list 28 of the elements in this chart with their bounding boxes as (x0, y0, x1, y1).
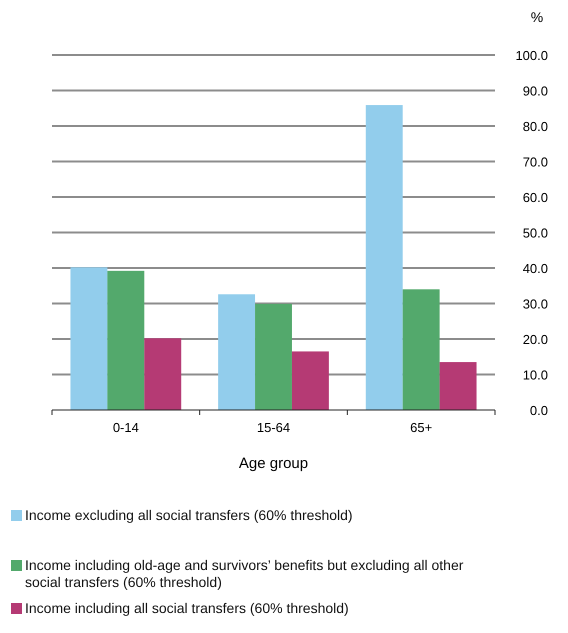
y-tick-label: 0.0 (530, 403, 548, 418)
bar (255, 304, 292, 410)
y-tick-label: 100.0 (515, 48, 548, 63)
bar (366, 105, 403, 410)
legend-label: Income including old-age and survivors’ benefits but excluding all other social transfers (60% threshold) (25, 557, 464, 590)
y-tick-label: 20.0 (522, 332, 548, 347)
bar (70, 267, 108, 410)
legend-label: Income excluding all social transfers (60% threshold) (25, 507, 353, 523)
bar (402, 289, 440, 410)
bar (292, 351, 329, 410)
legend-label: Income including all social transfers (60% threshold) (25, 600, 349, 616)
x-tick-label: 15-64 (256, 420, 290, 435)
y-tick-label: 70.0 (522, 154, 548, 170)
y-tick-label: 50.0 (522, 226, 548, 240)
bar (218, 294, 256, 410)
x-tick-label: 0-14 (112, 420, 139, 435)
bar (144, 338, 182, 410)
y-tick-label: 80.0 (522, 119, 548, 134)
y-tick-label: 30.0 (522, 296, 548, 312)
y-tick-label: 90.0 (522, 84, 548, 98)
x-tick-label: 65+ (410, 420, 432, 435)
y-axis-title: % (530, 9, 544, 25)
bar (440, 362, 477, 410)
y-tick-label: 10.0 (522, 368, 548, 382)
x-axis-title: Age group (238, 455, 308, 472)
y-tick-label: 60.0 (522, 190, 548, 205)
bar (107, 270, 144, 410)
y-tick-label: 40.0 (522, 261, 548, 276)
